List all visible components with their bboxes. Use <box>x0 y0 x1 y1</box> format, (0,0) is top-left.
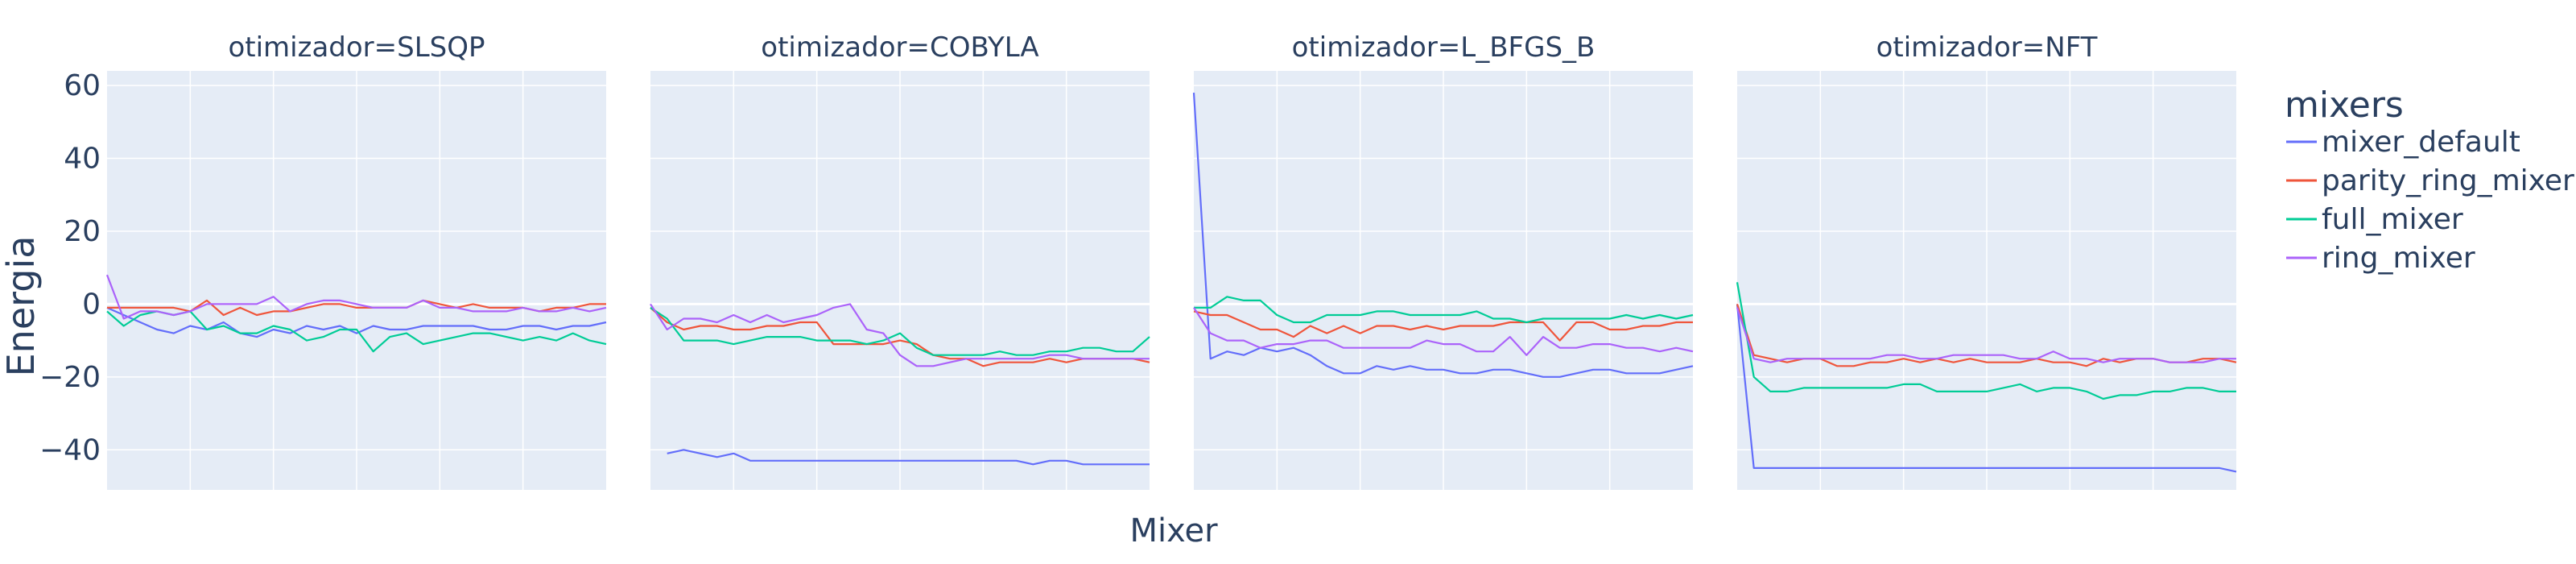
y-tick-label: −40 <box>39 433 101 467</box>
series-line-ring_mixer <box>1736 307 2236 363</box>
series-line-full_mixer <box>1194 296 1694 324</box>
series-line-full_mixer <box>1736 282 2236 400</box>
legend-item-ring_mixer[interactable]: ring_mixer <box>2286 242 2475 275</box>
legend-title: mixers <box>2285 85 2404 126</box>
series-line-mixer_default <box>106 306 607 338</box>
panel-2: otimizador=L_BFGS_B <box>1192 31 1694 490</box>
y-tick-label: 20 <box>64 215 101 248</box>
series-line-mixer_default <box>1192 93 1694 378</box>
legend-label: full_mixer <box>2322 203 2463 236</box>
panel-title: otimizador=COBYLA <box>761 31 1038 64</box>
series-line-ring_mixer <box>1193 307 1694 356</box>
legend-label: mixer_default <box>2322 126 2520 159</box>
panel-1: otimizador=COBYLA <box>650 31 1150 490</box>
y-tick-label: 40 <box>64 143 101 176</box>
panel-3: otimizador=NFT <box>1736 31 2237 490</box>
series-line-mixer_default <box>1736 304 2237 473</box>
series-line-ring_mixer <box>105 274 607 320</box>
legend-label: ring_mixer <box>2322 242 2475 275</box>
y-tick-label: −20 <box>39 361 101 394</box>
y-tick-label: 0 <box>82 288 101 321</box>
legend-item-parity_ring_mixer[interactable]: parity_ring_mixer <box>2286 164 2574 197</box>
series-line-full_mixer <box>650 306 1150 356</box>
panel-title: otimizador=SLSQP <box>228 31 485 64</box>
legend-label: parity_ring_mixer <box>2322 164 2574 197</box>
legend-item-mixer_default[interactable]: mixer_default <box>2286 126 2520 159</box>
y-axis-title: Energia <box>0 236 43 377</box>
legend-item-full_mixer[interactable]: full_mixer <box>2286 203 2463 236</box>
panel-0: otimizador=SLSQP <box>105 31 607 490</box>
series-line-ring_mixer <box>650 303 1150 367</box>
panel-title: otimizador=NFT <box>1876 31 2098 64</box>
series-line-parity_ring_mixer <box>650 307 1150 367</box>
series-line-mixer_default <box>667 449 1150 466</box>
x-axis-title: Mixer <box>1129 512 1218 549</box>
panel-title: otimizador=L_BFGS_B <box>1292 31 1596 64</box>
series-line-parity_ring_mixer <box>1193 310 1693 342</box>
y-tick-label: 60 <box>64 69 101 102</box>
